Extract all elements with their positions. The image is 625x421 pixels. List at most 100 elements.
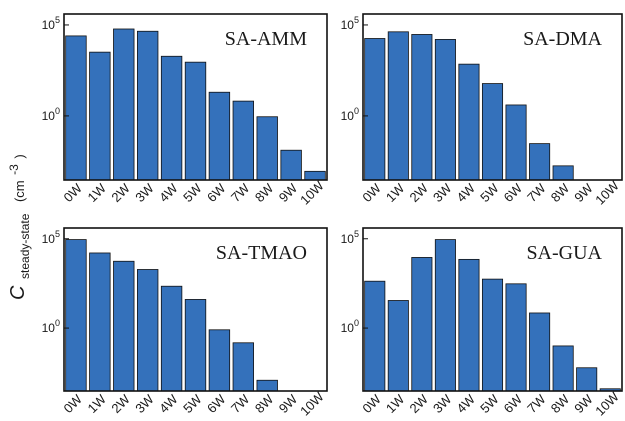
y-tick-base: 10 (341, 232, 355, 246)
plot-frame (362, 227, 623, 392)
y-tick-base: 10 (42, 232, 56, 246)
bar-0w (65, 35, 87, 181)
y-tick-label: 105 (341, 15, 359, 32)
x-tick-label-8w: 8W (252, 391, 277, 416)
x-tick-label-1w: 1W (383, 180, 408, 205)
x-tick-label-6w: 6W (501, 391, 526, 416)
bar-1w (387, 300, 409, 392)
y-tick-label: 100 (341, 318, 359, 335)
y-tick-exponent: 0 (354, 106, 359, 116)
x-tick-label-0w: 0W (359, 391, 384, 416)
bar-8w (256, 379, 278, 392)
y-axis-label-unit-close: ) (12, 154, 27, 158)
bar-9w (280, 149, 302, 181)
x-tick-label-7w: 7W (524, 391, 549, 416)
bar-6w (208, 329, 231, 392)
panel-title: SA-GUA (526, 242, 602, 264)
x-tick-label-6w: 6W (501, 180, 526, 205)
x-tick-label-0w: 0W (359, 180, 384, 205)
x-tick-label-7w: 7W (524, 180, 549, 205)
y-tick-label: 100 (341, 106, 359, 123)
bar-4w (160, 285, 183, 392)
bar-5w (184, 299, 207, 392)
x-tick-label-6w: 6W (204, 391, 229, 416)
x-tick-label-1w: 1W (383, 391, 408, 416)
x-tick-label-2w: 2W (108, 180, 133, 205)
bar-2w (113, 28, 135, 181)
x-tick-label-8w: 8W (548, 391, 573, 416)
bar-8w (552, 165, 574, 181)
x-tick-label-9w: 9W (276, 391, 301, 416)
bar-5w (184, 61, 207, 181)
x-tick-label-2w: 2W (406, 391, 431, 416)
x-tick-label-5w: 5W (180, 180, 205, 205)
x-tick-label-8w: 8W (252, 180, 277, 205)
x-tick-label-4w: 4W (156, 180, 181, 205)
bar-8w (552, 345, 574, 392)
bar-7w (232, 342, 254, 392)
bar-6w (505, 283, 527, 392)
y-tick-exponent: 5 (354, 15, 359, 25)
bar-2w (411, 34, 433, 181)
x-tick-label-3w: 3W (430, 180, 455, 205)
plot-frame (63, 13, 328, 181)
panel-title: SA-DMA (523, 28, 602, 50)
x-tick-label-9w: 9W (571, 180, 596, 205)
x-tick-label-10w: 10W (297, 178, 327, 208)
x-tick-label-0w: 0W (61, 180, 86, 205)
y-tick-base: 10 (341, 109, 355, 123)
x-tick-label-4w: 4W (454, 180, 479, 205)
x-tick-label-10w: 10W (592, 178, 622, 208)
bar-3w (136, 269, 159, 392)
bar-3w (434, 39, 456, 181)
bar-8w (256, 116, 278, 181)
y-axis-label-unit-exponent: -3 (7, 164, 21, 175)
bar-6w (505, 104, 527, 181)
x-tick-label-7w: 7W (228, 180, 253, 205)
x-tick-label-1w: 1W (84, 180, 109, 205)
y-tick-base: 10 (42, 18, 56, 32)
y-tick-base: 10 (341, 18, 355, 32)
x-tick-label-2w: 2W (108, 391, 133, 416)
x-tick-label-1w: 1W (84, 391, 109, 416)
bar-7w (529, 312, 551, 392)
x-tick-label-2w: 2W (406, 180, 431, 205)
x-tick-label-5w: 5W (477, 391, 502, 416)
bar-4w (160, 55, 183, 181)
y-tick-base: 10 (42, 321, 56, 335)
x-tick-label-9w: 9W (571, 391, 596, 416)
y-axis-label: C steady-state (cm -3 ) (1, 154, 34, 300)
x-tick-label-6w: 6W (204, 180, 229, 205)
x-tick-label-0w: 0W (61, 391, 86, 416)
panel-title: SA-TMAO (216, 242, 307, 264)
x-tick-label-3w: 3W (132, 180, 157, 205)
y-tick-label: 105 (341, 229, 359, 246)
x-tick-label-4w: 4W (156, 391, 181, 416)
bar-2w (411, 257, 433, 392)
y-axis-label-main: C (7, 285, 29, 300)
y-tick-label: 105 (42, 229, 60, 246)
bar-4w (458, 63, 480, 181)
x-tick-label-10w: 10W (297, 389, 327, 419)
y-tick-label: 105 (42, 15, 60, 32)
bar-3w (434, 239, 456, 392)
bar-5w (481, 83, 504, 181)
x-tick-label-3w: 3W (430, 391, 455, 416)
x-tick-label-8w: 8W (548, 180, 573, 205)
bar-7w (529, 143, 551, 181)
y-tick-exponent: 5 (354, 229, 359, 239)
bar-9w (576, 367, 598, 392)
x-tick-label-10w: 10W (592, 389, 622, 419)
bar-4w (458, 258, 480, 392)
bar-0w (364, 38, 386, 181)
bar-6w (208, 91, 231, 181)
bar-3w (136, 30, 159, 181)
x-tick-label-7w: 7W (228, 391, 253, 416)
plot-frame (63, 227, 328, 392)
bar-2w (113, 260, 135, 392)
